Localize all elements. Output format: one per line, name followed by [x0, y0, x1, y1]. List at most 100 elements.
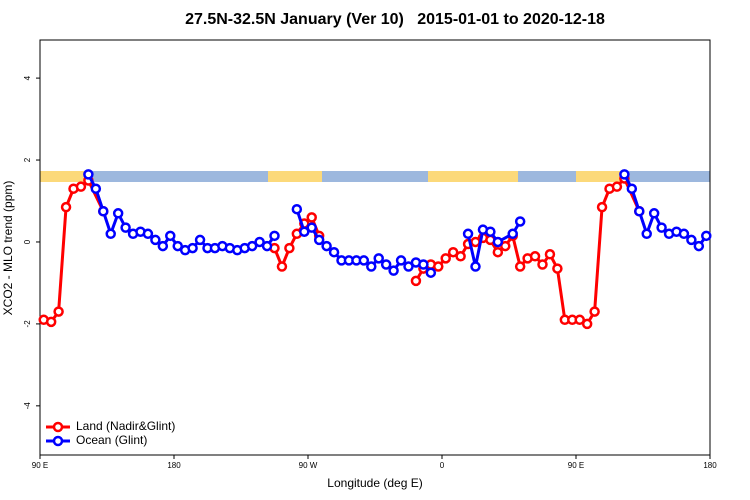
data-point [693, 240, 705, 252]
y-tick-label: 4 [23, 75, 32, 80]
ocean-strip [40, 171, 710, 182]
data-point [462, 228, 474, 240]
x-axis-label: Longitude (deg E) [327, 476, 422, 490]
land-strip [428, 171, 518, 182]
data-point [425, 267, 437, 278]
land-strip [40, 171, 92, 182]
data-point [395, 255, 407, 266]
data-point [83, 169, 94, 180]
series [38, 173, 645, 330]
x-tick-label: 90 W [299, 461, 318, 470]
data-point [529, 251, 541, 262]
data-point [306, 212, 317, 223]
data-point [90, 183, 102, 194]
data-point [641, 228, 652, 240]
data-point [142, 228, 154, 240]
series-line [43, 179, 105, 324]
data-point [470, 261, 481, 272]
data-point [447, 246, 459, 258]
data-point [60, 201, 72, 213]
y-tick-label: 2 [23, 157, 32, 162]
data-point [284, 242, 295, 254]
data-point [366, 261, 377, 272]
data-point [619, 169, 630, 180]
data-point [120, 222, 131, 233]
data-point [433, 261, 444, 272]
data-point [246, 240, 258, 252]
data-point [507, 228, 518, 240]
data-point [373, 253, 384, 264]
data-point [157, 240, 169, 252]
y-axis-label: XCO2 - MLO trend (ppm) [1, 181, 15, 316]
x-tick-label: 180 [703, 461, 717, 470]
data-point [291, 203, 303, 215]
data-point [485, 226, 496, 237]
data-point [328, 246, 340, 258]
data-point [45, 316, 57, 328]
data-point [261, 240, 273, 252]
data-point [492, 246, 504, 258]
data-point [276, 261, 288, 272]
data-point [321, 240, 332, 252]
data-point [150, 234, 161, 246]
data-point [105, 228, 116, 240]
data-point [455, 251, 466, 262]
data-point [403, 261, 414, 272]
y-tick-label: -4 [23, 402, 32, 410]
data-point [194, 234, 206, 246]
x-tick-label: 90 E [32, 461, 48, 470]
data-point [678, 228, 690, 240]
surface-mask [40, 171, 710, 182]
data-point [596, 201, 608, 213]
legend-marker [52, 421, 64, 433]
data-point [701, 230, 712, 242]
data-point [514, 216, 526, 227]
data-point [254, 236, 265, 248]
legend-label: Ocean (Glint) [76, 433, 147, 447]
x-tick-label: 90 E [568, 461, 584, 470]
data-point [313, 234, 325, 246]
plot-frame [39, 39, 711, 456]
data-point [380, 259, 392, 270]
land-strip [268, 171, 322, 182]
data-point [269, 230, 280, 242]
legend-marker [52, 435, 64, 447]
data-point [626, 183, 638, 194]
data-point [574, 314, 585, 326]
data-point [306, 222, 317, 233]
y-tick-label: -2 [23, 320, 32, 328]
data-point [537, 259, 548, 270]
data-point [581, 318, 593, 330]
data-point [75, 181, 87, 192]
data-point [165, 230, 176, 242]
legend: Land (Nadir&Glint)Ocean (Glint) [46, 419, 175, 447]
chart-title: 27.5N-32.5N January (Ver 10) 2015-01-01 … [185, 11, 605, 28]
data-point [686, 234, 697, 246]
data-point [544, 249, 556, 260]
data-point [440, 253, 451, 264]
y-tick-label: 0 [23, 239, 32, 244]
data-point [53, 306, 64, 317]
data-point [98, 205, 109, 217]
data-point [500, 240, 511, 252]
data-point [410, 275, 422, 287]
data-point [514, 261, 526, 272]
data-point [112, 208, 124, 219]
data-point [492, 236, 504, 248]
data-point [611, 181, 623, 192]
legend-label: Land (Nadir&Glint) [76, 419, 175, 433]
data-point [552, 263, 563, 274]
data-point [358, 255, 370, 266]
data-point [418, 259, 429, 270]
data-point [187, 242, 198, 254]
data-point [172, 240, 183, 252]
data-point [299, 226, 310, 237]
data-point [648, 208, 660, 219]
data-point [656, 222, 667, 233]
series [83, 169, 712, 278]
data-point [589, 306, 600, 317]
data-point [388, 265, 399, 276]
data-point [634, 205, 645, 217]
x-tick-label: 180 [167, 461, 181, 470]
